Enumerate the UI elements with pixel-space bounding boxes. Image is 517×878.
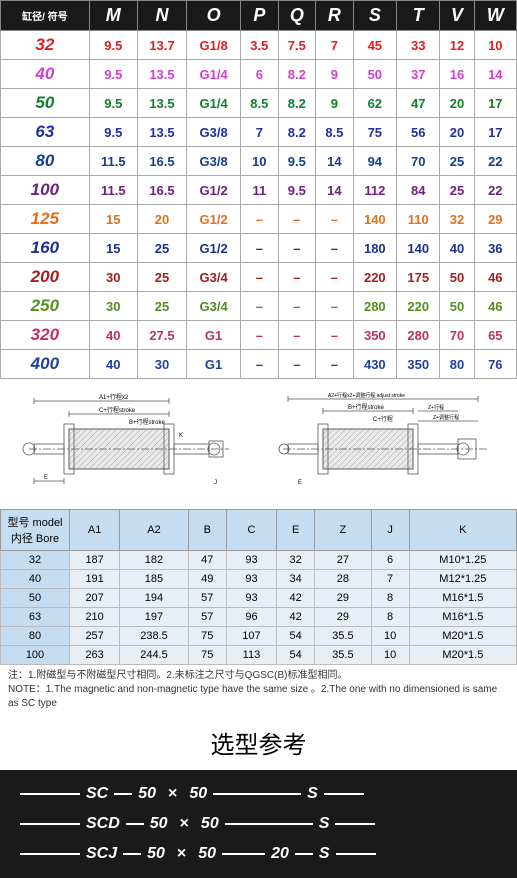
bar-a: 50 xyxy=(141,845,171,863)
table-row: 329.513.7G1/83.57.5745331210 xyxy=(1,31,517,60)
t1-col: Q xyxy=(278,1,316,31)
t1-col: M xyxy=(89,1,137,31)
t1-col: W xyxy=(474,1,516,31)
table-row: 639.513.5G3/878.28.575562017 xyxy=(1,118,517,147)
t2-bore: 内径 Bore xyxy=(11,533,59,545)
bar-prefix: SCD xyxy=(80,815,126,833)
bar-prefix: SCJ xyxy=(80,845,123,863)
bar-b: 50 xyxy=(192,845,222,863)
t1-col: P xyxy=(241,1,279,31)
dim-c: C+行程stroke xyxy=(99,406,136,414)
table-row: 3204027.5G1–––3502807065 xyxy=(1,321,517,350)
dim-z: Z+行程 xyxy=(428,404,444,411)
t1-corner: 缸径/ 符号 xyxy=(1,1,90,31)
t2-model: 型号 model xyxy=(7,517,62,529)
t1-col: N xyxy=(137,1,186,31)
bar-b: 50 xyxy=(195,815,225,833)
bar-suffix: S xyxy=(313,845,336,863)
bar-a: 50 xyxy=(144,815,174,833)
bar-a: 50 xyxy=(132,785,162,803)
spec-table-2: 型号 model内径 BoreA1A2BCEZJK 32187182479332… xyxy=(0,509,517,665)
model-bar: SCJ50×5020S xyxy=(20,840,497,868)
drawing-left: A1+行程x2 C+行程stroke B+行程stroke E K J xyxy=(19,389,239,499)
dim-k: K xyxy=(179,433,183,439)
table-row: 409.513.5G1/468.2950371614 xyxy=(1,60,517,89)
table-row: 32187182479332276M10*1.25 xyxy=(1,551,517,570)
table-row: 80257238.5751075435.510M20*1.5 xyxy=(1,627,517,646)
note-en: NOTE：1.The magnetic and non-magnetic typ… xyxy=(8,683,509,711)
selection-reference-title: 选型参考 xyxy=(0,715,517,770)
spec-table-1: 缸径/ 符号MNOPQRSTVW 329.513.7G1/83.57.57453… xyxy=(0,0,517,379)
table-row: 8011.516.5G3/8109.51494702522 xyxy=(1,147,517,176)
bar-suffix: S xyxy=(313,815,336,833)
note-cn: 注：1.附磁型与不附磁型尺寸相同。2.未标注之尺寸与QGSC(B)标准型相同。 xyxy=(8,669,509,683)
bar-b: 50 xyxy=(183,785,213,803)
dim-zadj: Z+调整行程 xyxy=(433,414,459,421)
dim-a2: A2+行程x2+调整行程 adjust stroke xyxy=(328,392,405,399)
table-row: 63210197579642298M16*1.5 xyxy=(1,608,517,627)
t1-col: V xyxy=(440,1,474,31)
dim-c2: C+行程 xyxy=(373,415,393,423)
t1-col: R xyxy=(316,1,354,31)
table-row: 2003025G3/4–––2201755046 xyxy=(1,263,517,292)
dim-e: E xyxy=(44,475,48,481)
dim-e2: E xyxy=(298,480,302,486)
table-row: 1251520G1/2–––1401103229 xyxy=(1,205,517,234)
table-row: 1601525G1/2–––1801404036 xyxy=(1,234,517,263)
dim-b: B+行程stroke xyxy=(129,418,166,426)
model-bar: SCD50×50S xyxy=(20,810,497,838)
t1-col: S xyxy=(353,1,396,31)
table-row: 100263244.5751135435.510M20*1.5 xyxy=(1,646,517,665)
tech-drawings: A1+行程x2 C+行程stroke B+行程stroke E K J A2+行… xyxy=(0,379,517,509)
table-row: 4004030G1–––4303508076 xyxy=(1,350,517,379)
dim-j: J xyxy=(214,480,217,486)
bar-c: 20 xyxy=(265,845,295,863)
drawing-right: A2+行程x2+调整行程 adjust stroke B+行程stroke C+… xyxy=(278,389,498,499)
t1-col: O xyxy=(187,1,241,31)
table-row: 509.513.5G1/48.58.2962472017 xyxy=(1,89,517,118)
table-row: 10011.516.5G1/2119.514112842522 xyxy=(1,176,517,205)
model-code-bars: SC50×50SSCD50×50SSCJ50×5020S xyxy=(0,770,517,878)
table-row: 50207194579342298M16*1.5 xyxy=(1,589,517,608)
model-bar: SC50×50S xyxy=(20,780,497,808)
notes: 注：1.附磁型与不附磁型尺寸相同。2.未标注之尺寸与QGSC(B)标准型相同。 … xyxy=(0,665,517,715)
bar-prefix: SC xyxy=(80,785,114,803)
bar-suffix: S xyxy=(301,785,324,803)
table-row: 40191185499334287M12*1.25 xyxy=(1,570,517,589)
t1-col: T xyxy=(397,1,440,31)
dim-b2: B+行程stroke xyxy=(348,403,385,411)
dim-a1: A1+行程x2 xyxy=(99,393,129,401)
table-row: 2503025G3/4–––2802205046 xyxy=(1,292,517,321)
